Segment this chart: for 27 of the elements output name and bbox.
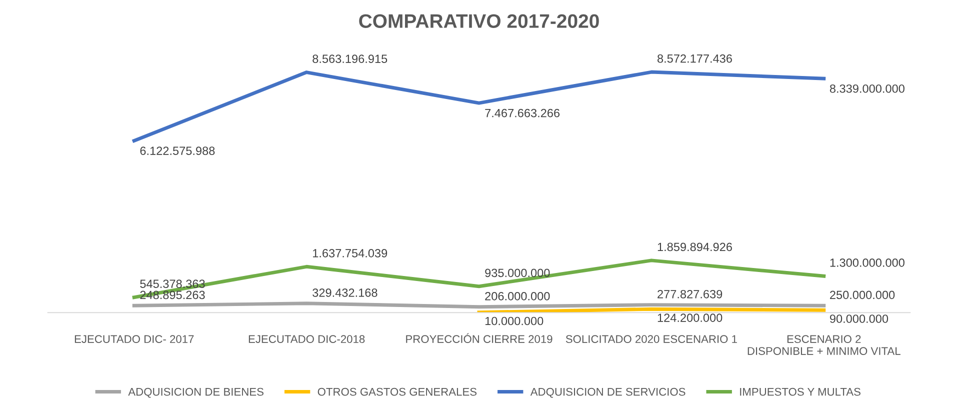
data-label: 277.827.639: [658, 290, 722, 298]
data-label: 90.000.000: [830, 314, 888, 323]
chart-title: COMPARATIVO 2017-2020: [359, 14, 599, 28]
data-label: 1.300.000.000: [830, 258, 904, 267]
data-label: 8.339.000.000: [830, 84, 904, 93]
legend-label: OTROS GASTOS GENERALES: [318, 388, 477, 396]
legend-label: ADQUISICION DE SERVICIOS: [530, 388, 686, 398]
x-tick-label: SOLICITADO 2020 ESCENARIO 1: [566, 335, 737, 344]
legend-label: IMPUESTOS Y MULTAS: [740, 388, 860, 396]
data-label: 1.859.894.926: [658, 242, 732, 252]
x-tick-label: EJECUTADO DIC-2018: [248, 335, 365, 344]
data-label: 935.000.000: [485, 268, 550, 278]
data-label: 1.637.754.039: [313, 249, 388, 258]
data-label: 545.378.363: [140, 280, 205, 288]
data-label: 10.000.000: [485, 316, 544, 326]
x-tick-label: EJECUTADO DIC- 2017: [74, 335, 194, 344]
data-label: 250.000.000: [830, 290, 895, 300]
data-label: 7.467.663.266: [485, 108, 560, 118]
data-label: 329.432.168: [312, 288, 378, 297]
x-tick-label: ESCENARIO 2 DISPONIBLE + MINIMO VITAL: [748, 335, 900, 355]
data-label: 206.000.000: [485, 292, 550, 300]
x-tick-label: PROYECCIÓN CIERRE 2019: [406, 333, 552, 344]
data-label: 8.572.177.436: [658, 54, 732, 63]
legend-label: ADQUISICION DE BIENES: [128, 388, 264, 398]
data-label: 124.200.000: [658, 314, 722, 322]
data-label: 8.563.196.915: [312, 54, 388, 63]
data-label: 6.122.575.988: [140, 146, 215, 156]
